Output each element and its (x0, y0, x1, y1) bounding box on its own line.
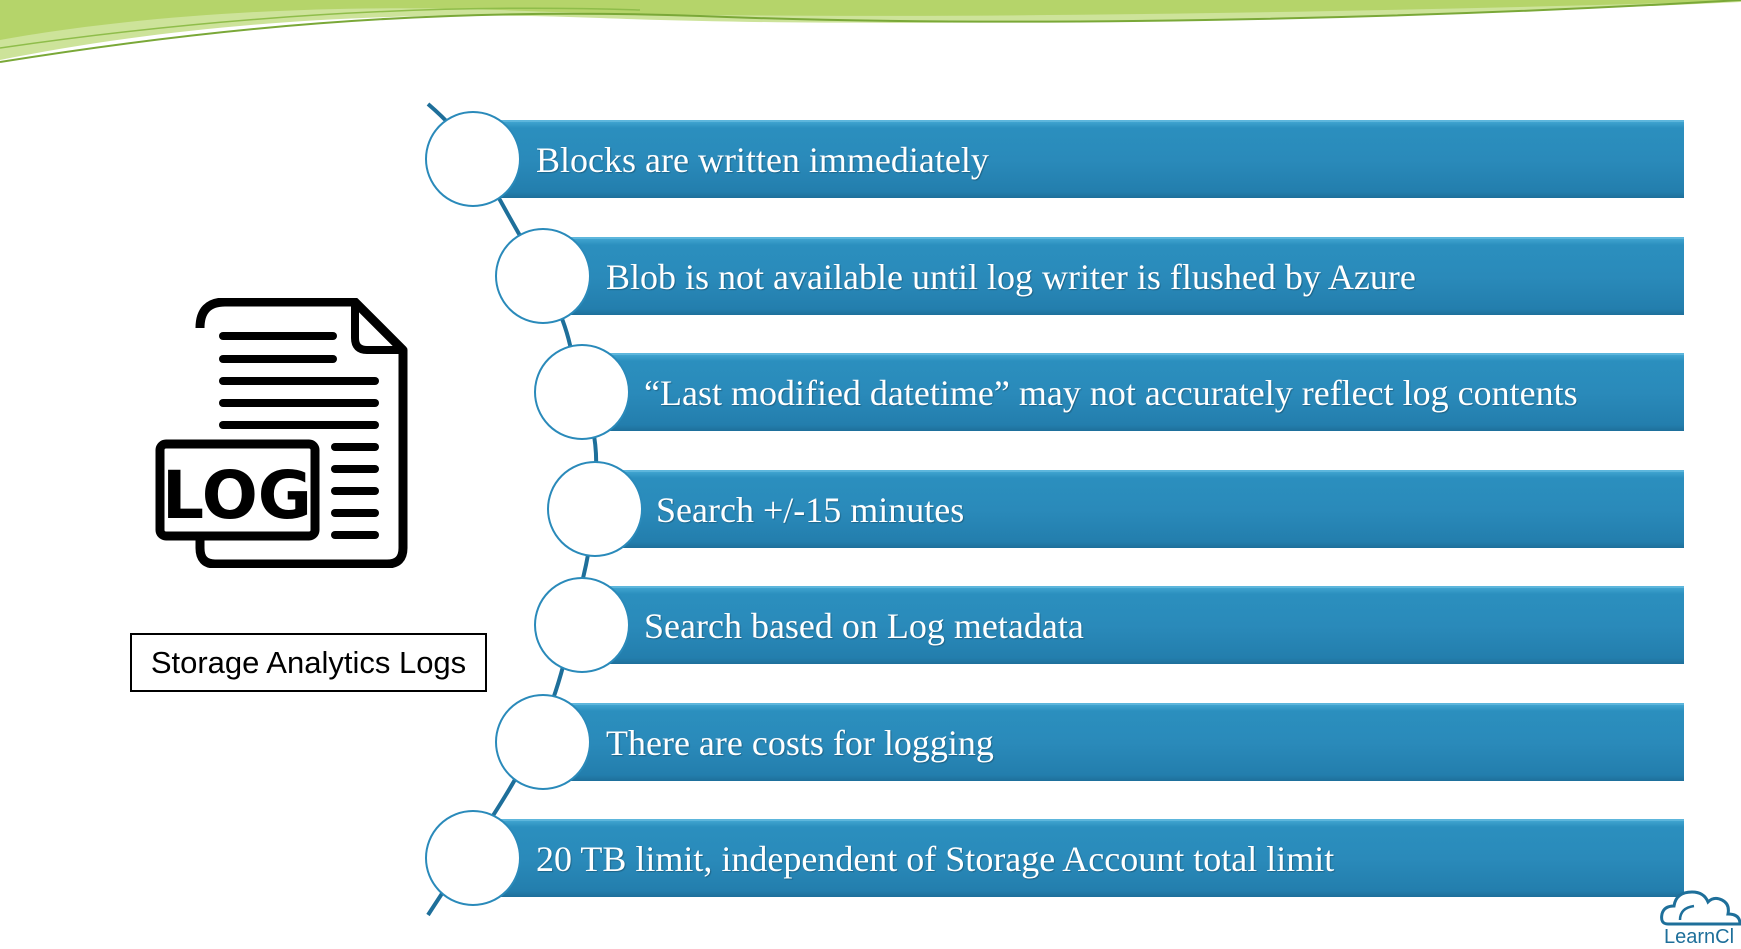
brand-name: LearnCl (1664, 926, 1735, 948)
item-circle-4 (547, 461, 643, 557)
svg-text:LOG: LOG (162, 457, 312, 534)
log-file-icon: LOG (155, 297, 411, 573)
item-circle-5 (534, 577, 630, 673)
item-bar-4: Search +/-15 minutes (612, 470, 1684, 548)
item-circle-3 (534, 344, 630, 440)
item-circle-1 (425, 111, 521, 207)
item-text-3: “Last modified datetime” may not accurat… (644, 373, 1578, 413)
item-text-2: Blob is not available until log writer i… (606, 257, 1416, 297)
decorative-swoosh (0, 0, 1741, 63)
item-bar-2: Blob is not available until log writer i… (560, 237, 1684, 315)
item-text-6: There are costs for logging (606, 723, 994, 763)
item-circle-7 (425, 810, 521, 906)
cloud-logo-icon (1660, 890, 1741, 926)
item-bar-7: 20 TB limit, independent of Storage Acco… (490, 819, 1684, 897)
item-bar-1: Blocks are written immediately (490, 120, 1684, 198)
item-text-7: 20 TB limit, independent of Storage Acco… (536, 839, 1335, 879)
item-circle-6 (495, 694, 591, 790)
item-bar-3: “Last modified datetime” may not accurat… (600, 353, 1684, 431)
caption-storage-analytics-logs: Storage Analytics Logs (130, 633, 487, 692)
item-circle-2 (495, 228, 591, 324)
item-text-4: Search +/-15 minutes (656, 490, 965, 530)
item-text-5: Search based on Log metadata (644, 606, 1084, 646)
item-bar-5: Search based on Log metadata (600, 586, 1684, 664)
item-text-1: Blocks are written immediately (536, 140, 989, 180)
item-bar-6: There are costs for logging (560, 703, 1684, 781)
caption-text: Storage Analytics Logs (150, 644, 467, 680)
